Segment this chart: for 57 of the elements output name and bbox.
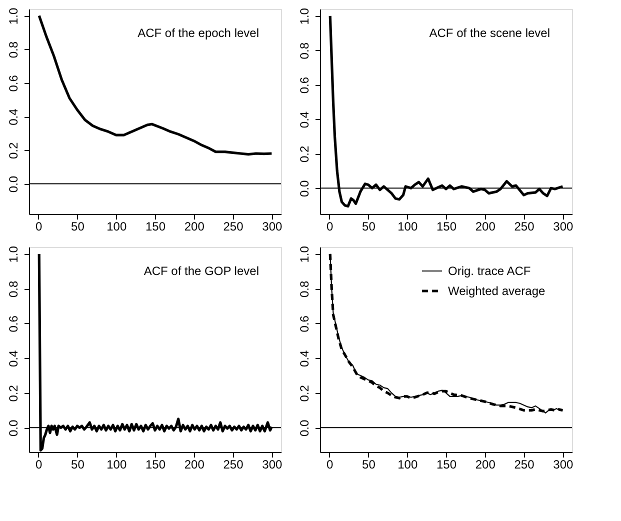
y-tick-label: 0.6 xyxy=(6,74,20,92)
x-tick-label: 50 xyxy=(71,220,85,234)
x-tick-label: 50 xyxy=(362,220,376,234)
y-tick-label: 0.4 xyxy=(6,350,20,368)
y-tick-label: 0.6 xyxy=(6,315,20,332)
y-tick-label: 0.2 xyxy=(6,142,20,159)
x-tick-label: 0 xyxy=(35,458,42,472)
x-tick-label: 300 xyxy=(553,458,574,472)
x-tick-label: 50 xyxy=(362,458,376,472)
x-tick-label: 150 xyxy=(145,458,166,472)
x-tick-label: 0 xyxy=(35,220,42,234)
x-tick-label: 250 xyxy=(514,458,535,472)
y-tick-label: 0.8 xyxy=(6,280,20,298)
y-tick-label: 0.6 xyxy=(298,76,312,94)
y-tick-label: 0.4 xyxy=(6,108,20,126)
legend-label: Orig. trace ACF xyxy=(448,264,531,278)
x-tick-label: 250 xyxy=(514,220,535,234)
x-tick-label: 100 xyxy=(106,458,127,472)
y-tick-label: 1.0 xyxy=(6,246,20,263)
y-tick-label: 0.6 xyxy=(298,315,312,332)
x-tick-label: 100 xyxy=(398,458,418,472)
x-tick-label: 200 xyxy=(184,458,205,472)
x-tick-label: 300 xyxy=(553,220,574,234)
y-tick-label: 0.8 xyxy=(6,41,20,58)
y-tick-label: 0.8 xyxy=(298,42,312,60)
y-tick-label: 1.0 xyxy=(298,246,312,263)
y-tick-label: 0.2 xyxy=(6,384,20,402)
x-tick-label: 0 xyxy=(326,458,334,472)
annotation: ACF of the epoch level xyxy=(138,26,259,40)
x-tick-label: 250 xyxy=(223,220,244,234)
y-tick-label: 0.0 xyxy=(6,420,20,437)
x-tick-label: 150 xyxy=(145,220,166,234)
y-tick-label: 0.0 xyxy=(298,420,312,437)
x-tick-label: 50 xyxy=(71,458,85,472)
y-tick-label: 0.2 xyxy=(298,146,312,163)
y-tick-label: 0.2 xyxy=(298,384,312,402)
x-tick-label: 100 xyxy=(398,220,418,234)
x-tick-label: 300 xyxy=(262,458,282,472)
x-tick-label: 0 xyxy=(326,220,334,234)
x-tick-label: 200 xyxy=(475,220,496,234)
x-tick-label: 200 xyxy=(184,220,205,234)
y-tick-label: 1.0 xyxy=(298,8,312,25)
x-tick-label: 150 xyxy=(436,220,457,234)
annotation: ACF of the GOP level xyxy=(144,264,259,278)
y-tick-label: 0.4 xyxy=(298,350,312,368)
x-tick-label: 250 xyxy=(223,458,244,472)
legend-label: Weighted average xyxy=(448,284,546,298)
x-tick-label: 300 xyxy=(262,220,282,234)
y-tick-label: 0.8 xyxy=(298,280,312,298)
y-tick-label: 0.4 xyxy=(298,111,312,128)
x-tick-label: 200 xyxy=(475,458,496,472)
y-tick-label: 0.0 xyxy=(298,180,312,198)
y-tick-label: 0.0 xyxy=(6,176,20,193)
y-tick-label: 1.0 xyxy=(6,8,20,25)
x-tick-label: 100 xyxy=(106,220,127,234)
annotation: ACF of the scene level xyxy=(429,26,550,40)
x-tick-label: 150 xyxy=(436,458,457,472)
